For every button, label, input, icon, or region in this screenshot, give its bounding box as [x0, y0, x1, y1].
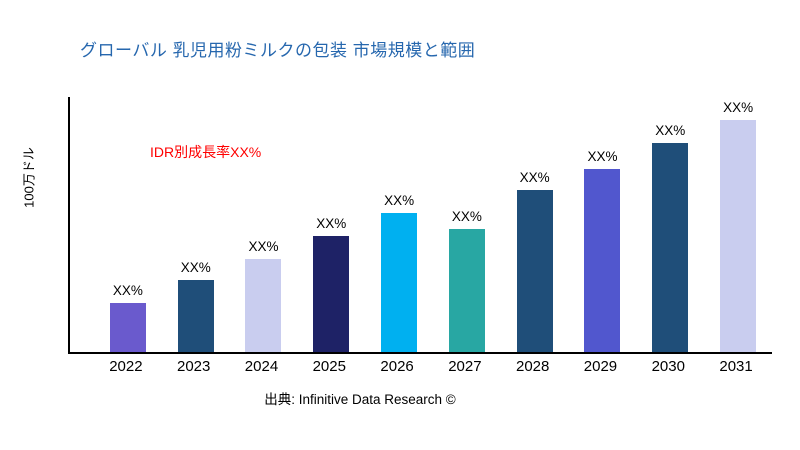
x-tick-2028: 2028	[515, 358, 550, 375]
bar-value-label: XX%	[316, 216, 347, 231]
x-tick-2025: 2025	[312, 358, 346, 375]
bar-group-2023: XX%	[162, 97, 230, 352]
bar-group-2025: XX%	[297, 97, 365, 352]
bar-value-label: XX%	[384, 193, 415, 208]
bar-2028	[516, 190, 553, 352]
bar-group-2028: XX%	[501, 97, 569, 352]
bar-group-2027: XX%	[433, 97, 501, 352]
bar-value-label: XX%	[180, 260, 211, 275]
source-caption: 出典: Infinitive Data Research ©	[264, 392, 456, 407]
plot-area: XX% XX% XX% XX% XX% XX% XX% XX% XX% XX%	[68, 97, 772, 354]
bar-group-2022: XX%	[94, 97, 162, 352]
y-axis-label: 100万ドル	[21, 147, 37, 208]
x-tick-2023: 2023	[177, 358, 211, 375]
chart-title: グローバル 乳児用粉ミルクの包装 市場規模と範囲	[80, 41, 476, 60]
bar-2022	[109, 303, 146, 352]
bar-2027	[448, 229, 485, 352]
x-tick-2030: 2030	[651, 358, 685, 375]
bar-value-label: XX%	[248, 239, 279, 254]
x-axis-ticks: 2022 2023 2024 2025 2026 2027 2028 2029 2030 2031	[68, 358, 770, 375]
x-tick-2026: 2026	[380, 358, 414, 375]
x-tick-2029: 2029	[583, 358, 618, 375]
bar-group-2024: XX%	[230, 97, 298, 352]
bars-area: XX% XX% XX% XX% XX% XX% XX% XX% XX% XX%	[70, 97, 772, 352]
bar-2025	[313, 236, 350, 352]
growth-rate-annotation: IDR別成長率XX%	[150, 144, 262, 160]
bar-group-2031: XX%	[704, 97, 772, 352]
bar-2031	[720, 120, 757, 352]
x-tick-2031: 2031	[719, 358, 753, 375]
bar-value-label: XX%	[655, 123, 686, 138]
bar-value-label: XX%	[112, 283, 143, 298]
bar-2023	[177, 280, 214, 352]
bar-group-2029: XX%	[569, 97, 637, 352]
bar-2029	[584, 169, 621, 352]
bar-group-2030: XX%	[636, 97, 704, 352]
bar-group-2026: XX%	[365, 97, 433, 352]
bar-value-label: XX%	[519, 170, 550, 185]
bar-2026	[381, 213, 418, 352]
bar-value-label: XX%	[587, 149, 618, 164]
bar-value-label: XX%	[723, 100, 754, 115]
x-tick-2024: 2024	[244, 358, 279, 375]
bar-2024	[245, 259, 282, 352]
bar-value-label: XX%	[451, 209, 482, 224]
bar-2030	[652, 143, 689, 352]
x-tick-2022: 2022	[109, 358, 143, 375]
x-tick-2027: 2027	[448, 358, 482, 375]
